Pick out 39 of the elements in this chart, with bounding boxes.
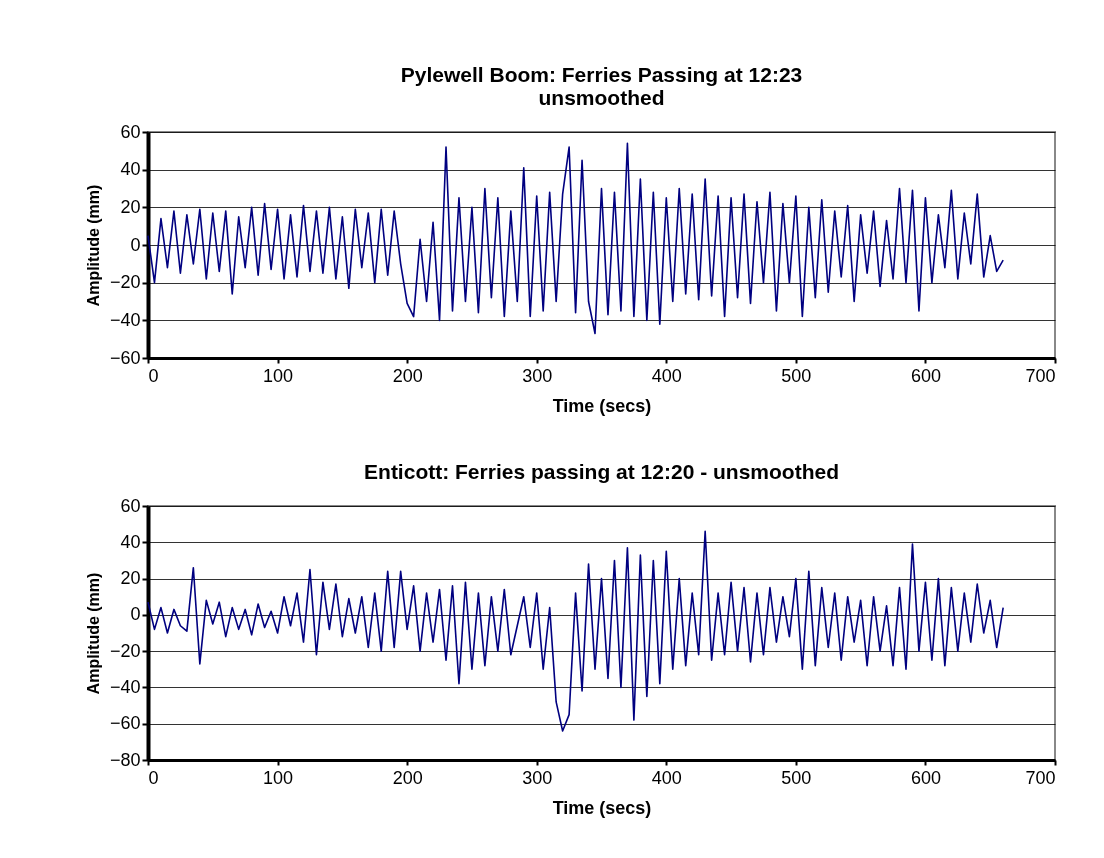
y-tick-label: 40 [120, 159, 141, 180]
line-series [147, 142, 1004, 335]
y-tick-label: 40 [120, 531, 141, 552]
x-tick-label: 700 [1025, 365, 1056, 386]
y-tick-label: −20 [109, 272, 141, 293]
x-tick-label: 600 [910, 767, 941, 788]
y-axis-title: Amplitude (mm) [84, 572, 102, 695]
x-tick-label: 700 [1025, 767, 1056, 788]
x-tick-label: 400 [651, 365, 682, 386]
x-tick-label: 300 [522, 767, 553, 788]
x-axis-title: Time (secs) [552, 797, 652, 818]
x-tick-label: 200 [392, 365, 423, 386]
x-tick-label: 0 [148, 365, 159, 386]
x-tick-label: 500 [781, 767, 812, 788]
y-tick-label: −40 [109, 309, 141, 330]
x-tick-label: 0 [148, 767, 159, 788]
x-tick-label: 100 [263, 365, 294, 386]
x-tick-label: 200 [392, 767, 423, 788]
y-tick-label: −60 [109, 713, 141, 734]
y-tick-label: −60 [109, 347, 141, 368]
line-series [147, 530, 1004, 732]
y-tick-label: −20 [109, 640, 141, 661]
x-axis-title: Time (secs) [552, 395, 652, 416]
chart-title: Enticott: Ferries passing at 12:20 - unsmoothed [364, 460, 839, 483]
y-tick-label: 60 [120, 121, 141, 142]
y-axis-title: Amplitude (mm) [84, 184, 102, 307]
y-tick-label: 60 [120, 495, 141, 516]
x-tick-label: 600 [910, 365, 941, 386]
y-tick-label: −40 [109, 676, 141, 697]
x-tick-label: 100 [263, 767, 294, 788]
y-tick-label: 20 [120, 568, 141, 589]
y-tick-label: 0 [130, 234, 141, 255]
x-tick-label: 300 [522, 365, 553, 386]
y-tick-label: 20 [120, 196, 141, 217]
x-tick-label: 400 [651, 767, 682, 788]
y-tick-label: 0 [130, 604, 141, 625]
chart-title: Pylewell Boom: Ferries Passing at 12:23 unsmoothed [400, 63, 803, 109]
x-tick-label: 500 [781, 365, 812, 386]
y-tick-label: −80 [109, 749, 141, 770]
